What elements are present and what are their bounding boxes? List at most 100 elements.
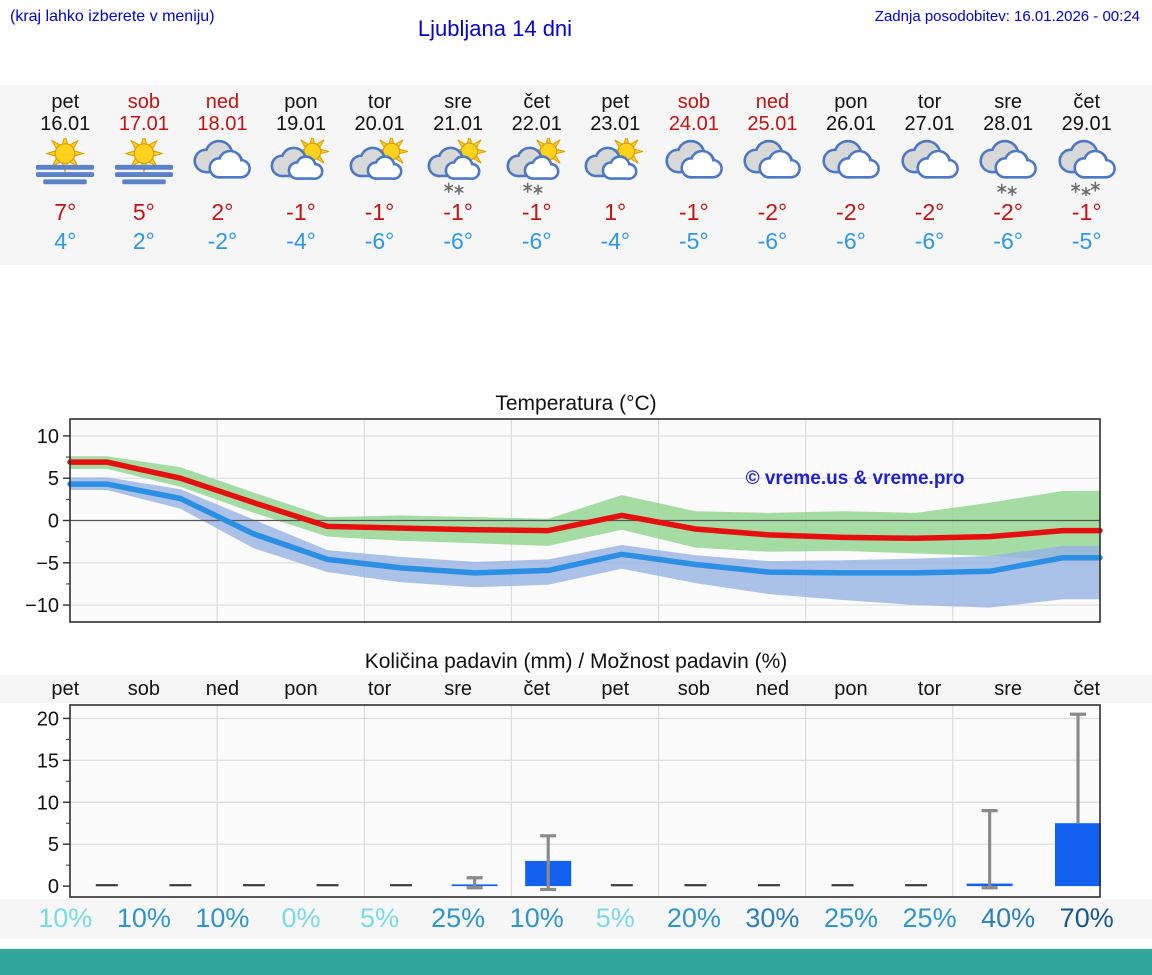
day-date: 23.01	[590, 113, 641, 135]
day-column: sre 28.01 -2° -6°	[969, 91, 1048, 265]
cloudy-icon	[655, 138, 733, 196]
day-column: čet 22.01 -1° -6°	[497, 91, 576, 265]
day-date: 19.01	[275, 113, 327, 135]
day-name: sob	[127, 91, 160, 113]
day-column: ned 18.01 2° -2°	[183, 91, 262, 265]
day-column: sob 17.01 5° 2°	[105, 91, 184, 265]
spacer	[0, 265, 1152, 390]
day-column: sob 24.01 -1° -5°	[655, 91, 734, 265]
temp-y-tick: 10	[37, 426, 59, 448]
day-date: 22.01	[511, 113, 562, 135]
day-low-temp: -2°	[207, 228, 238, 254]
watermark-link[interactable]: © vreme.us & vreme.pro	[746, 468, 965, 489]
precip-day-label: sre	[444, 678, 473, 700]
day-date: 26.01	[825, 113, 877, 135]
day-date: 25.01	[747, 113, 798, 135]
precip-bar-zero	[242, 884, 265, 887]
precip-probability: 10%	[195, 903, 250, 933]
precip-y-tick: 0	[48, 876, 59, 898]
day-high-temp: -1°	[443, 199, 473, 225]
day-high-temp: 5°	[132, 199, 155, 225]
day-column: pon 26.01 -2° -6°	[812, 91, 891, 265]
precip-bar-zero	[757, 884, 780, 887]
day-column: pon 19.01 -1° -4°	[262, 91, 341, 265]
day-high-temp: -1°	[679, 199, 709, 225]
precip-bar-zero	[316, 884, 339, 887]
precip-day-label: ned	[205, 678, 240, 700]
cloudy-icon	[183, 138, 261, 196]
day-date: 24.01	[668, 113, 719, 135]
precip-probability: 10%	[38, 903, 93, 933]
day-low-temp: 4°	[54, 228, 77, 254]
day-low-temp: 2°	[132, 228, 155, 254]
day-date: 16.01	[40, 113, 91, 135]
precip-probability: 0%	[281, 903, 321, 933]
precip-bar-zero	[684, 884, 707, 887]
day-high-temp: -2°	[914, 199, 945, 225]
day-date: 21.01	[433, 113, 484, 135]
day-high-temp: -2°	[836, 199, 866, 225]
day-column: sre 21.01 -1° -6°	[419, 91, 498, 265]
precip-probability: 10%	[116, 903, 171, 933]
precip-bar-zero	[390, 884, 413, 887]
temp-y-tick: −5	[36, 553, 59, 575]
precip-probability: 25%	[823, 903, 879, 933]
temperature-chart-title: Temperatura (°C)	[495, 392, 657, 415]
day-low-temp: -5°	[679, 228, 709, 254]
precip-probability-row: 10% 10% 10% 0% 5% 25% 10% 5% 20% 30% 25% 25% 40% 70%	[0, 899, 1152, 939]
precip-bar-zero	[610, 884, 633, 887]
sun-cloud-icon	[262, 138, 340, 196]
day-low-temp: -6°	[914, 228, 945, 254]
day-high-temp: -1°	[286, 199, 316, 225]
day-name: tor	[917, 91, 942, 113]
day-date: 28.01	[983, 113, 1034, 135]
header: (kraj lahko izberete v meniju) Ljubljana…	[0, 0, 1152, 85]
precipitation-chart: 0 5 10 15 20	[0, 703, 1152, 899]
day-high-temp: 2°	[211, 199, 234, 225]
precip-probability: 25%	[431, 903, 486, 933]
precip-y-tick: 15	[37, 750, 59, 772]
day-column: pet 23.01 1° -4°	[576, 91, 655, 265]
precip-bar-zero	[95, 884, 118, 887]
day-name: ned	[205, 91, 240, 113]
precip-probability: 20%	[666, 903, 721, 933]
day-column: tor 20.01 -1° -6°	[340, 91, 419, 265]
precip-probability: 70%	[1059, 903, 1114, 933]
day-low-temp: -4°	[600, 228, 631, 254]
precip-day-label: sre	[994, 678, 1023, 700]
sun-cloud-snow-icon	[419, 138, 497, 196]
day-column: pet 16.01 7° 4°	[26, 91, 105, 265]
precip-day-label: pet	[51, 678, 80, 700]
precip-probability: 40%	[981, 903, 1036, 933]
cloudy-icon	[733, 138, 811, 196]
day-low-temp: -6°	[521, 228, 552, 254]
precip-day-label: sob	[677, 678, 710, 700]
cloudy-snow-heavy-icon	[1048, 138, 1126, 196]
precip-y-tick: 10	[37, 792, 59, 814]
day-low-temp: -6°	[993, 228, 1023, 254]
cloudy-icon	[891, 138, 969, 196]
fog-sun-icon	[105, 138, 183, 196]
last-updated-label: Zadnja posodobitev: 16.01.2026 - 00:24	[874, 8, 1140, 25]
precip-bar-zero	[831, 884, 854, 887]
day-name: pon	[834, 91, 868, 113]
precip-day-label: pet	[601, 678, 630, 700]
day-date: 29.01	[1061, 113, 1112, 135]
precip-y-tick: 5	[48, 834, 59, 856]
day-name: pon	[284, 91, 318, 113]
sun-cloud-icon	[341, 138, 419, 196]
precip-probability: 5%	[595, 903, 635, 933]
day-low-temp: -5°	[1071, 228, 1102, 254]
day-column: tor 27.01 -2° -6°	[890, 91, 969, 265]
day-low-temp: -6°	[757, 228, 788, 254]
precip-day-label: ned	[755, 678, 790, 700]
day-low-temp: -6°	[364, 228, 395, 254]
sun-cloud-icon	[576, 138, 654, 196]
day-low-temp: -4°	[286, 228, 316, 254]
precip-day-label: sob	[127, 678, 160, 700]
day-name: sob	[677, 91, 710, 113]
day-name: čet	[1073, 91, 1101, 113]
precip-day-label: pon	[834, 678, 868, 700]
precipitation-chart-title: Količina padavin (mm) / Možnost padavin …	[364, 650, 788, 673]
